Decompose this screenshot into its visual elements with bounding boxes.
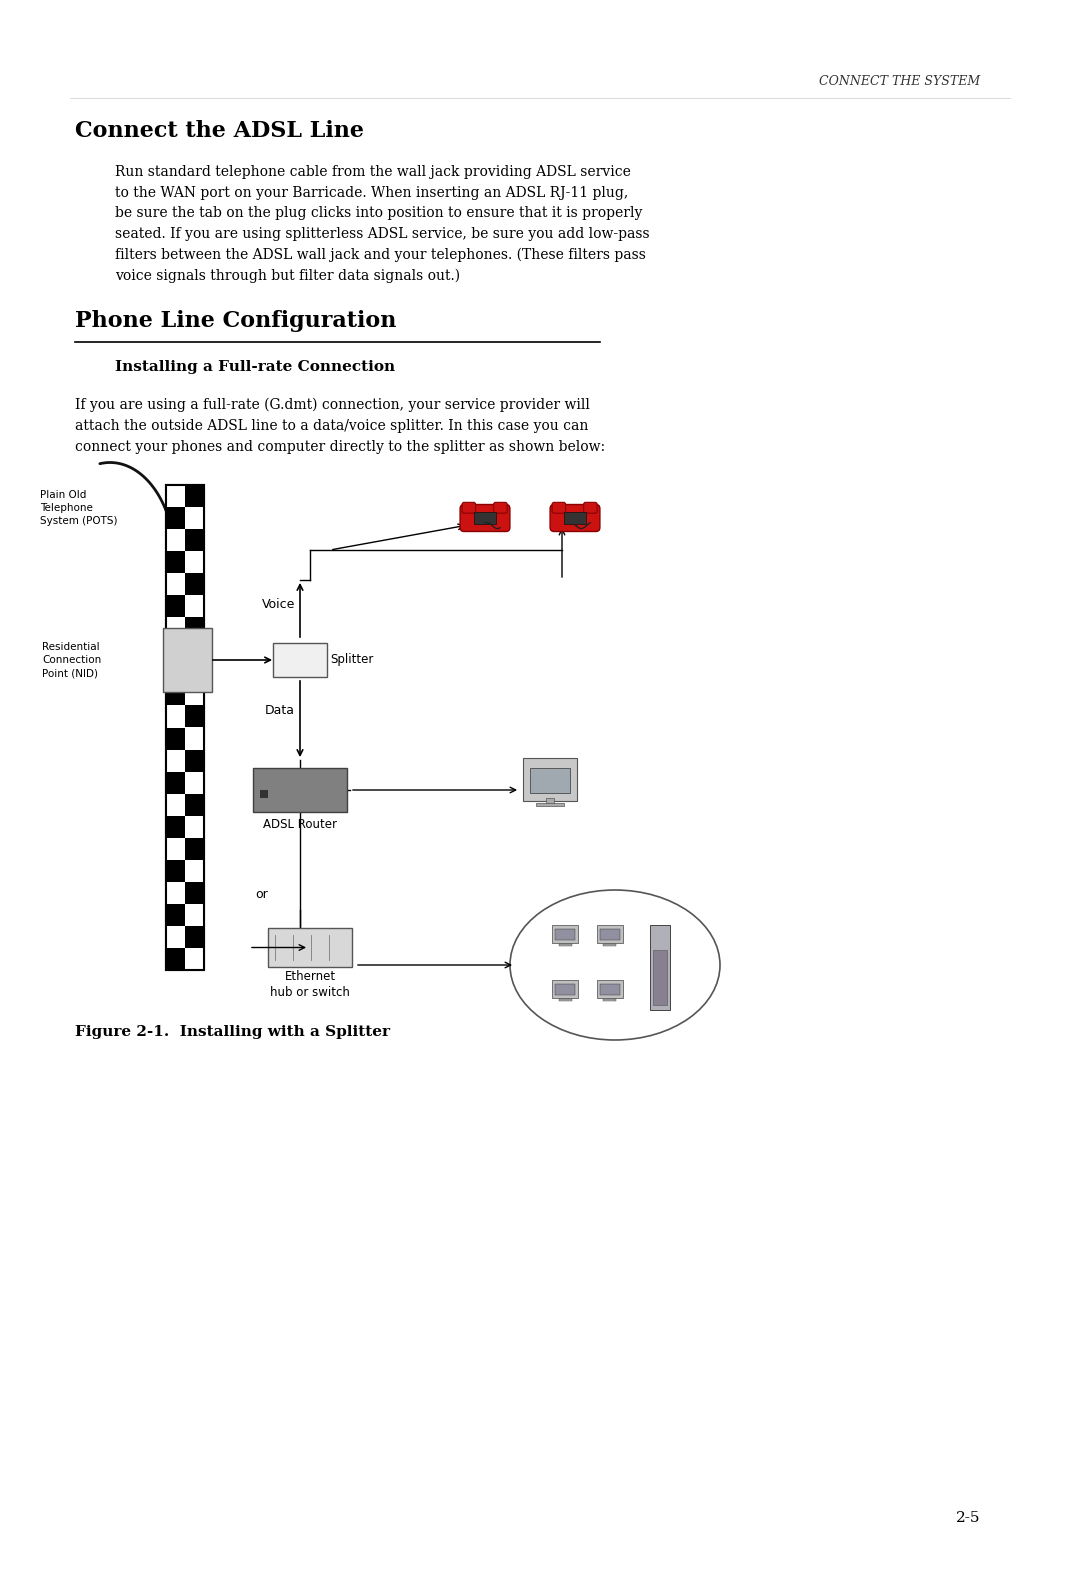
FancyBboxPatch shape xyxy=(550,504,599,532)
Bar xyxy=(166,485,204,970)
Bar xyxy=(600,984,620,994)
Bar xyxy=(185,948,204,970)
Bar xyxy=(600,929,620,939)
Bar xyxy=(558,999,571,1002)
Bar xyxy=(166,882,185,904)
Bar xyxy=(558,944,571,947)
Bar xyxy=(185,926,204,948)
Text: Data: Data xyxy=(265,703,295,716)
Bar xyxy=(166,838,185,860)
Bar xyxy=(185,882,204,904)
Bar xyxy=(185,661,204,683)
Text: Residential
Connection
Point (NID): Residential Connection Point (NID) xyxy=(42,642,102,678)
Bar xyxy=(185,904,204,926)
Bar xyxy=(166,926,185,948)
Text: Run standard telephone cable from the wall jack providing ADSL service
to the WA: Run standard telephone cable from the wa… xyxy=(114,165,650,283)
Bar xyxy=(474,512,497,524)
Text: Ethernet
hub or switch: Ethernet hub or switch xyxy=(270,970,350,999)
Bar xyxy=(597,925,623,944)
Bar xyxy=(185,551,204,573)
Bar xyxy=(185,838,204,860)
FancyBboxPatch shape xyxy=(462,502,475,513)
Bar xyxy=(653,950,667,1005)
Bar xyxy=(166,551,185,573)
Bar xyxy=(555,929,575,939)
FancyBboxPatch shape xyxy=(253,768,347,812)
Bar xyxy=(166,794,185,816)
FancyBboxPatch shape xyxy=(523,758,577,801)
Bar xyxy=(166,617,185,639)
Bar xyxy=(185,507,204,529)
Text: C​ONNECT THE S​YSTEM: C​ONNECT THE S​YSTEM xyxy=(819,75,980,88)
FancyBboxPatch shape xyxy=(268,928,352,967)
Text: 2-5: 2-5 xyxy=(956,1510,980,1524)
Text: Voice: Voice xyxy=(261,598,295,611)
Bar xyxy=(185,727,204,749)
Bar xyxy=(185,771,204,794)
Bar xyxy=(536,802,564,805)
Bar xyxy=(185,816,204,838)
Text: If you are using a full-rate (G.dmt) connection, your service provider will
atta: If you are using a full-rate (G.dmt) con… xyxy=(75,399,605,454)
Ellipse shape xyxy=(510,890,720,1039)
Bar xyxy=(166,705,185,727)
Text: Plain Old
Telephone
System (POTS): Plain Old Telephone System (POTS) xyxy=(40,490,118,526)
Bar xyxy=(474,507,497,510)
Text: Installing a Full-rate Connection: Installing a Full-rate Connection xyxy=(114,360,395,374)
Text: Connect the ADSL Line: Connect the ADSL Line xyxy=(75,119,364,141)
Bar xyxy=(166,639,185,661)
Bar xyxy=(166,529,185,551)
Bar xyxy=(166,485,185,507)
Bar xyxy=(185,617,204,639)
Bar xyxy=(185,595,204,617)
Bar xyxy=(166,727,185,749)
Bar xyxy=(597,980,623,999)
Bar xyxy=(166,948,185,970)
Bar xyxy=(166,507,185,529)
Text: Figure 2-1.  Installing with a Splitter: Figure 2-1. Installing with a Splitter xyxy=(75,1025,390,1039)
Bar xyxy=(166,771,185,794)
Bar xyxy=(185,573,204,595)
Bar xyxy=(564,512,586,524)
FancyBboxPatch shape xyxy=(460,504,510,532)
Bar xyxy=(185,683,204,705)
Bar xyxy=(166,661,185,683)
Bar xyxy=(166,816,185,838)
Bar xyxy=(185,485,204,507)
Bar xyxy=(185,749,204,771)
Bar xyxy=(555,984,575,994)
Bar xyxy=(166,595,185,617)
FancyBboxPatch shape xyxy=(552,502,566,513)
FancyBboxPatch shape xyxy=(163,628,212,692)
Bar xyxy=(185,860,204,882)
Bar xyxy=(185,639,204,661)
Bar xyxy=(604,944,617,947)
FancyBboxPatch shape xyxy=(583,502,597,513)
Bar xyxy=(545,798,554,804)
Bar xyxy=(166,683,185,705)
Bar xyxy=(530,768,569,793)
Bar xyxy=(185,794,204,816)
Text: Phone Line Configuration: Phone Line Configuration xyxy=(75,309,396,331)
Text: Splitter: Splitter xyxy=(330,653,374,667)
Bar xyxy=(260,790,268,798)
Bar xyxy=(185,529,204,551)
Text: ADSL Router: ADSL Router xyxy=(264,818,337,831)
Bar xyxy=(166,860,185,882)
Bar xyxy=(604,999,617,1002)
Bar xyxy=(185,705,204,727)
Bar xyxy=(166,749,185,771)
Bar xyxy=(166,485,204,970)
Bar xyxy=(166,573,185,595)
Bar xyxy=(552,925,578,944)
FancyBboxPatch shape xyxy=(494,502,508,513)
Bar xyxy=(166,904,185,926)
Text: or: or xyxy=(255,889,268,901)
Bar xyxy=(650,925,670,1010)
Bar xyxy=(564,507,586,510)
FancyBboxPatch shape xyxy=(273,644,327,677)
Bar xyxy=(552,980,578,999)
